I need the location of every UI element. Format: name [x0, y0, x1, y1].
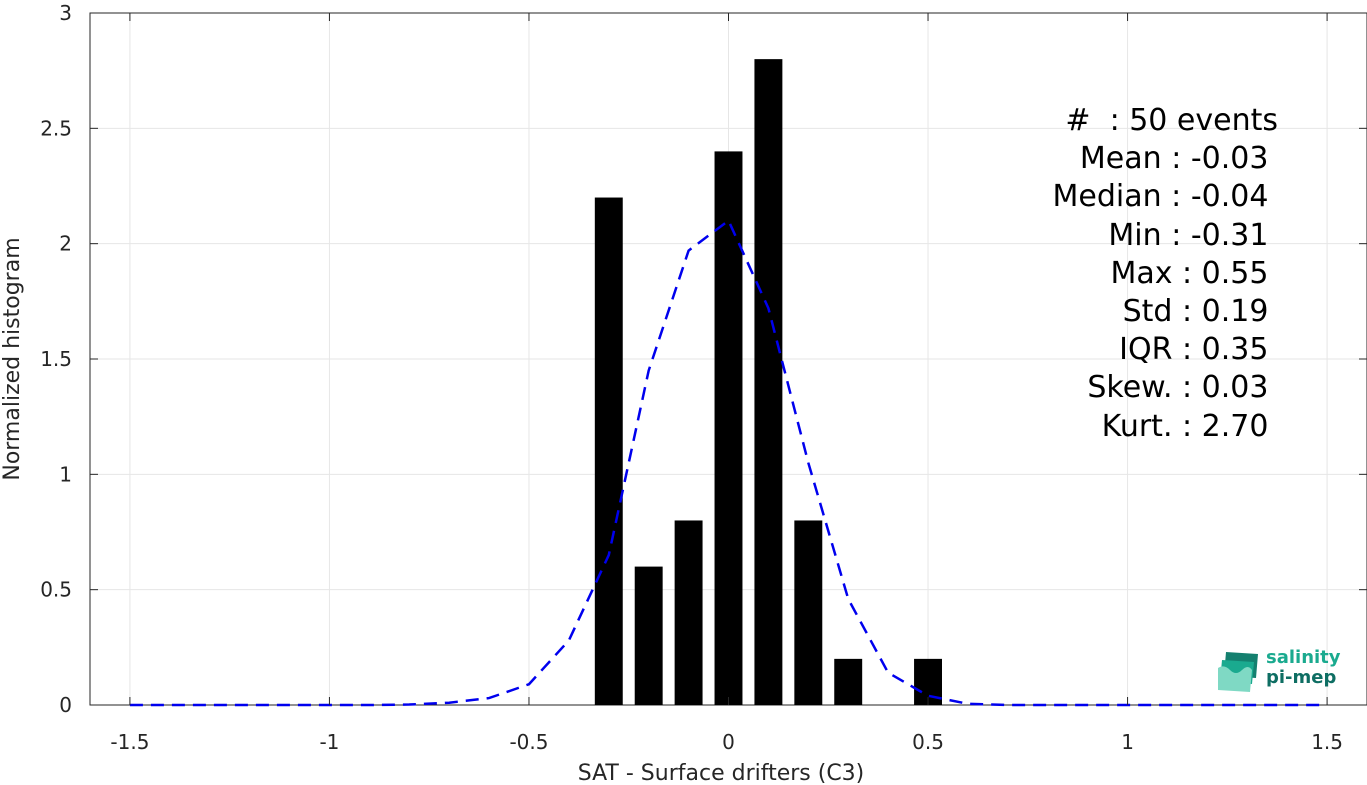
histogram-bars — [594, 59, 942, 706]
logo-line-2: pi-mep — [1266, 667, 1337, 688]
histogram-bar — [794, 520, 823, 705]
y-tick-label: 0 — [59, 693, 72, 717]
y-tick-label: 2 — [59, 232, 72, 256]
x-tick-label: 0.5 — [912, 730, 944, 754]
stat-max: Max : 0.55 — [1110, 255, 1278, 291]
x-tick-label: 1.5 — [1311, 730, 1343, 754]
logo-line-1: salinity — [1266, 647, 1341, 668]
stat-count: # : 50 events — [1065, 103, 1278, 138]
y-tick-label: 1 — [59, 462, 72, 486]
y-tick-label: 1.5 — [40, 347, 72, 371]
y-ticks: 0 0.5 1 1.5 2 2.5 3 — [40, 1, 1367, 717]
histogram-bar — [754, 59, 783, 705]
histogram-bar — [674, 520, 703, 705]
stat-mean: Mean : -0.03 — [1079, 141, 1278, 177]
stat-skew: Skew. : 0.03 — [1087, 370, 1278, 406]
histogram-bar — [594, 197, 623, 706]
y-axis-label: Normalized histogram — [0, 237, 25, 480]
stat-std: Std : 0.19 — [1122, 294, 1278, 330]
stat-min: Min : -0.31 — [1108, 217, 1278, 253]
y-tick-label: 2.5 — [40, 116, 72, 140]
x-ticks: -1.5 -1 -0.5 0 0.5 1 1.5 — [110, 13, 1343, 754]
logo-waves-icon — [1218, 652, 1258, 692]
y-tick-label: 0.5 — [40, 578, 72, 602]
logo-text: salinity pi-mep — [1266, 648, 1341, 688]
x-tick-label: -1 — [319, 730, 339, 754]
histogram-bar — [714, 151, 743, 705]
histogram-bar — [634, 566, 663, 705]
x-tick-label: 1 — [1121, 730, 1134, 754]
x-tick-label: 0 — [722, 730, 735, 754]
salinity-pi-mep-logo: salinity pi-mep — [1216, 646, 1346, 696]
stat-median: Median : -0.04 — [1052, 179, 1278, 215]
x-tick-label: -0.5 — [509, 730, 548, 754]
y-tick-label: 3 — [59, 1, 72, 25]
histogram-bar — [834, 658, 863, 705]
x-tick-label: -1.5 — [110, 730, 149, 754]
stat-iqr: IQR : 0.35 — [1119, 332, 1278, 368]
x-axis-label: SAT - Surface drifters (C3) — [578, 761, 865, 785]
stat-kurt: Kurt. : 2.70 — [1101, 408, 1278, 444]
statistics-box: # : 50 events Mean : -0.03 Median : -0.0… — [1000, 102, 1278, 446]
